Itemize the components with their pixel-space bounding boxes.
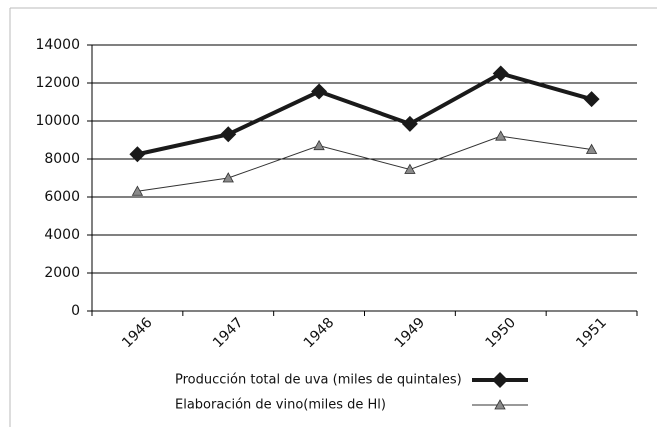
marker	[401, 115, 418, 132]
marker	[220, 126, 237, 143]
y-tick-label: 4000	[44, 227, 80, 243]
series-line	[136, 71, 593, 157]
marker	[311, 83, 328, 100]
marker	[583, 91, 600, 108]
legend-label: Producción total de uva (miles de quinta…	[175, 373, 462, 388]
marker	[492, 65, 509, 82]
y-tick-label: 10000	[35, 113, 80, 129]
y-tick-label: 2000	[44, 265, 80, 281]
x-tick-label: 1947	[210, 315, 247, 352]
marker	[129, 146, 146, 163]
marker	[131, 185, 144, 196]
x-tick-label: 1950	[482, 315, 519, 352]
x-tick-label: 1951	[573, 315, 610, 352]
y-tick-label: 0	[71, 303, 80, 319]
x-tick-label: 1949	[392, 315, 429, 352]
x-tick-label: 1948	[301, 315, 338, 352]
marker	[495, 130, 507, 141]
marker	[585, 143, 598, 154]
legend-label: Elaboración de vino(miles de Hl)	[175, 398, 386, 413]
legend-marker	[492, 372, 508, 388]
y-tick-label: 8000	[44, 151, 80, 167]
y-tick-label: 6000	[44, 189, 80, 205]
marker	[222, 172, 234, 183]
marker	[404, 163, 416, 174]
marker	[313, 139, 325, 151]
x-tick-label: 1946	[119, 315, 156, 352]
y-tick-label: 14000	[35, 37, 80, 53]
legend-marker	[494, 399, 506, 410]
y-tick-label: 12000	[35, 75, 80, 91]
series-line	[137, 135, 592, 192]
